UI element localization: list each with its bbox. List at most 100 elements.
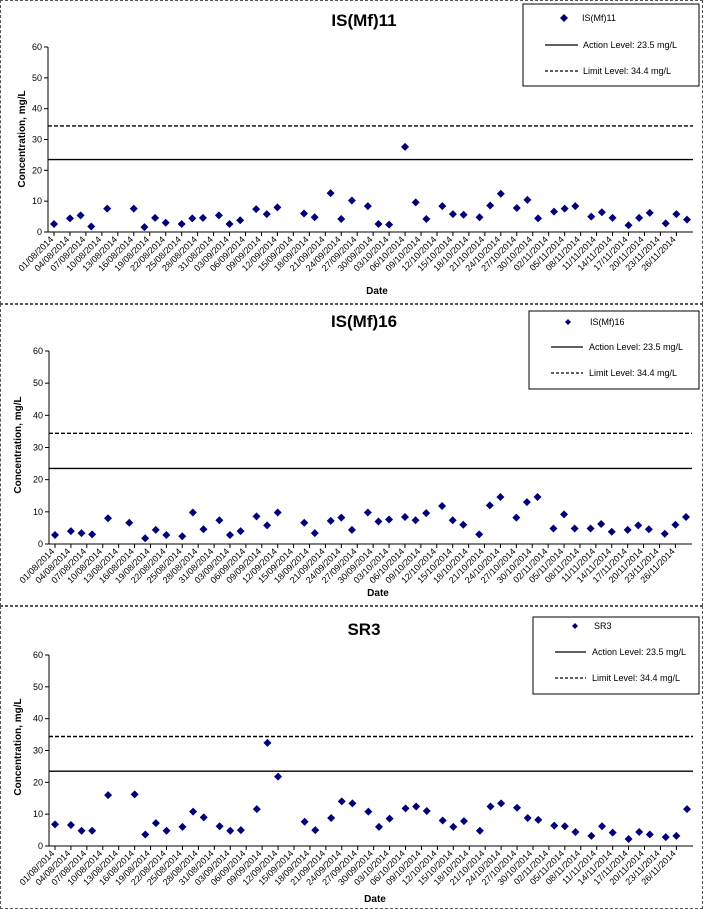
data-point [411, 198, 420, 207]
data-point [475, 826, 484, 835]
legend-label-action-level: Action Level: 23.5 mg/L [583, 40, 677, 50]
y-tick-label: 0 [38, 841, 43, 851]
data-point [682, 512, 690, 521]
data-point [162, 826, 171, 835]
data-point [624, 834, 633, 843]
data-point [262, 210, 271, 219]
data-point [374, 219, 383, 228]
chart-title: SR3 [347, 620, 380, 639]
data-point [449, 822, 458, 831]
data-point [188, 214, 197, 223]
x-axis-label: Date [367, 588, 389, 599]
data-point [635, 827, 644, 836]
data-point [459, 817, 468, 826]
data-point [496, 493, 505, 502]
data-point [77, 826, 86, 835]
data-point [512, 203, 521, 212]
y-tick-label: 50 [33, 682, 43, 692]
data-point [347, 196, 356, 205]
data-point [661, 219, 670, 228]
chart-panel-ismf16: IS(Mf)16 Concentration, mg/L Date IS(Mf)… [0, 304, 703, 606]
data-point [189, 807, 198, 816]
y-tick-label: 0 [38, 539, 43, 549]
data-point [273, 508, 282, 517]
data-point [587, 212, 596, 221]
data-point [66, 820, 75, 829]
y-tick-label: 30 [33, 746, 43, 756]
y-axis-label: Concentration, mg/L [13, 698, 24, 795]
data-point [534, 815, 543, 824]
y-tick-label: 10 [33, 507, 43, 517]
legend: IS(Mf)11 Action Level: 23.5 mg/L Limit L… [522, 3, 700, 87]
y-tick-label: 50 [32, 73, 42, 83]
data-point [263, 738, 272, 747]
data-point [486, 201, 495, 210]
data-point [438, 202, 447, 211]
data-point [236, 826, 245, 835]
data-point [385, 515, 394, 524]
data-point [401, 142, 410, 151]
legend-label-action-level: Action Level: 23.5 mg/L [592, 647, 686, 657]
x-axis-label: Date [366, 286, 388, 297]
data-point [523, 195, 532, 204]
legend-diamond-marker [565, 319, 571, 325]
data-point [523, 813, 532, 822]
data-point [327, 813, 336, 822]
data-point [214, 211, 223, 220]
data-point [549, 524, 558, 533]
data-point [645, 830, 654, 839]
legend-label-series: SR3 [594, 621, 612, 631]
data-point [475, 213, 484, 222]
data-point [140, 223, 149, 232]
data-point [683, 805, 691, 814]
data-point [66, 527, 75, 536]
data-point [50, 219, 58, 228]
data-point [347, 525, 356, 534]
data-point [597, 520, 606, 529]
data-point [486, 802, 495, 811]
data-point [88, 826, 97, 835]
y-tick-label: 40 [33, 410, 43, 420]
y-tick-label: 50 [33, 378, 43, 388]
chart-panel-ismf11: IS(Mf)11 Concentration, mg/L Date IS(Mf)… [0, 0, 703, 304]
data-point [438, 502, 447, 511]
data-point [337, 797, 346, 806]
y-tick-label: 60 [33, 346, 43, 356]
plot-area: 010203040506001/08/201404/08/201407/08/2… [17, 346, 692, 585]
data-point [188, 508, 197, 517]
legend-diamond-marker [572, 623, 578, 629]
data-point [215, 516, 224, 525]
data-point [178, 532, 187, 541]
data-point [438, 816, 447, 825]
data-point [51, 820, 59, 829]
data-point [496, 189, 505, 198]
y-tick-label: 30 [33, 443, 43, 453]
legend-label-series: IS(Mf)11 [582, 13, 616, 23]
legend: IS(Mf)16 Action Level: 23.5 mg/L Limit L… [528, 310, 700, 390]
data-point [586, 524, 595, 533]
data-point [363, 202, 372, 211]
data-point [412, 802, 421, 811]
data-point [448, 210, 457, 219]
data-point [348, 799, 357, 808]
data-point [252, 805, 261, 814]
data-point [534, 214, 543, 223]
data-point [634, 521, 643, 530]
legend-box [528, 310, 700, 390]
data-point [198, 213, 207, 222]
y-tick-label: 20 [33, 475, 43, 485]
data-point [374, 822, 383, 831]
data-point [448, 516, 457, 525]
data-point [337, 513, 346, 522]
data-point [459, 210, 468, 219]
data-point [65, 214, 74, 223]
data-point [571, 827, 580, 836]
data-point [263, 521, 272, 530]
data-point [645, 208, 654, 217]
data-point [129, 204, 138, 213]
y-axis-label: Concentration, mg/L [17, 90, 28, 187]
legend-label-limit-level: Limit Level: 34.4 mg/L [589, 368, 677, 378]
data-point [177, 219, 186, 228]
data-point [623, 525, 632, 534]
legend-box [532, 616, 700, 695]
